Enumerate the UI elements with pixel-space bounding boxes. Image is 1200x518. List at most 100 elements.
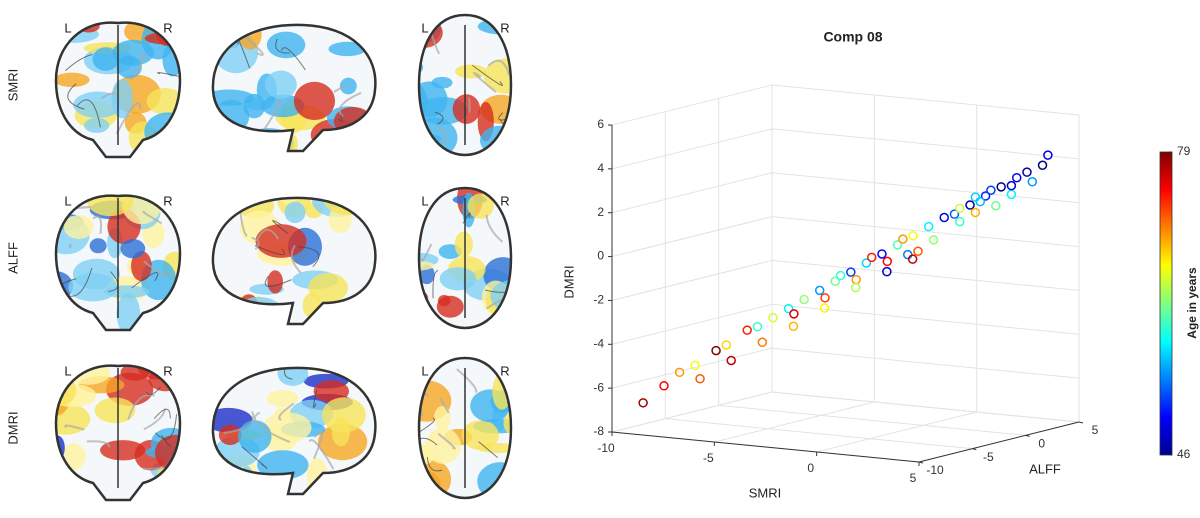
activation-blob	[339, 77, 357, 95]
scatter-point	[638, 398, 648, 408]
scatter-point	[695, 373, 705, 384]
scatter-point	[1022, 167, 1032, 177]
scatter-point	[1043, 150, 1053, 160]
activation-map	[393, 15, 511, 155]
sulcus	[498, 112, 506, 121]
hemisphere-label: R	[500, 20, 509, 35]
brain-outline	[417, 13, 513, 157]
z-tick-label: -8	[593, 424, 604, 438]
scatter-point	[820, 293, 830, 303]
scatter-point	[866, 252, 877, 263]
sulcus	[426, 456, 443, 472]
scatter-point	[814, 285, 825, 296]
grid-line	[771, 172, 1080, 204]
z-tick-label: -4	[593, 336, 604, 350]
activation-blob	[131, 250, 152, 282]
activation-blob	[419, 286, 429, 311]
scatter-point	[975, 196, 986, 207]
sulcus	[278, 402, 295, 421]
grid-line	[771, 128, 1080, 160]
y-axis-label: ALFF	[1029, 461, 1061, 476]
activation-blob	[234, 296, 284, 324]
scatter-point	[923, 221, 934, 232]
activation-blob	[395, 84, 416, 113]
grid-line	[771, 216, 1080, 248]
grid-line	[665, 418, 973, 450]
colorbar-tick-label: 46	[1177, 447, 1191, 461]
brain-outline	[54, 194, 182, 332]
sulcus	[101, 92, 116, 100]
activation-blob	[255, 224, 307, 258]
sulcus	[338, 114, 343, 123]
row-label: SMRI	[5, 69, 20, 102]
sulcus	[284, 367, 299, 380]
sulcus	[308, 439, 335, 470]
activation-blob	[419, 260, 436, 272]
hemisphere-label: L	[421, 363, 428, 378]
chart-title: Comp 08	[823, 29, 882, 45]
sulcus	[472, 64, 503, 86]
sulcus	[256, 228, 280, 240]
sulcus	[262, 99, 282, 131]
sulcus	[143, 260, 172, 277]
activation-map	[56, 22, 180, 157]
row-label: DMRI	[5, 411, 20, 444]
activation-blob	[454, 64, 487, 79]
brain-view	[211, 366, 377, 496]
activation-blob	[477, 462, 511, 498]
z-tick-label: -2	[593, 293, 604, 307]
x-tick-label: -10	[597, 441, 615, 455]
activation-blob	[483, 58, 511, 94]
scatter-point	[907, 254, 918, 264]
sulcus	[434, 111, 444, 125]
scatter-point	[882, 266, 892, 277]
scatter-point	[788, 321, 799, 332]
hemisphere-label: L	[421, 193, 428, 208]
scatter-point	[903, 249, 913, 260]
sulcus	[290, 244, 302, 274]
z-tick-label: 2	[597, 205, 604, 219]
activation-blob	[266, 31, 306, 59]
activation-blob	[89, 238, 107, 254]
sulcus	[67, 83, 85, 110]
brain-view	[404, 186, 533, 330]
activation-blob	[218, 424, 242, 446]
sulcus	[254, 245, 286, 255]
brain-outline	[417, 356, 513, 500]
activation-blob	[467, 193, 494, 219]
activation-blob	[212, 89, 255, 106]
hemisphere-label: R	[500, 193, 509, 208]
activation-blob	[100, 440, 146, 461]
activation-map	[404, 188, 533, 328]
activation-blob	[257, 450, 309, 480]
scatter-point	[1006, 189, 1017, 200]
scatter-point	[721, 340, 732, 350]
activation-blob	[439, 267, 477, 291]
hemisphere-label: L	[64, 193, 71, 208]
x-axis-label: SMRI	[749, 485, 782, 500]
scatter-point	[789, 309, 799, 319]
grid-line	[611, 303, 773, 345]
activation-blob	[404, 196, 417, 224]
sulcus	[160, 434, 171, 447]
sulcus	[333, 85, 347, 93]
activation-blob	[313, 380, 350, 403]
activation-blob	[433, 406, 451, 430]
grid-line	[611, 216, 773, 258]
activation-blob	[116, 293, 141, 330]
sulcus	[432, 269, 439, 299]
axis-line	[611, 431, 920, 463]
sulcus	[65, 54, 93, 72]
activation-blob	[521, 214, 533, 231]
activation-blob	[521, 389, 534, 401]
brain-outline	[417, 186, 513, 330]
sulcus	[485, 214, 504, 243]
activation-blob	[212, 407, 253, 433]
activation-blob	[293, 81, 336, 121]
scatter-point	[1006, 180, 1017, 191]
scatter-point	[991, 200, 1001, 211]
brain-view	[417, 356, 534, 500]
sulcus	[131, 272, 159, 289]
activation-blob	[393, 106, 418, 129]
